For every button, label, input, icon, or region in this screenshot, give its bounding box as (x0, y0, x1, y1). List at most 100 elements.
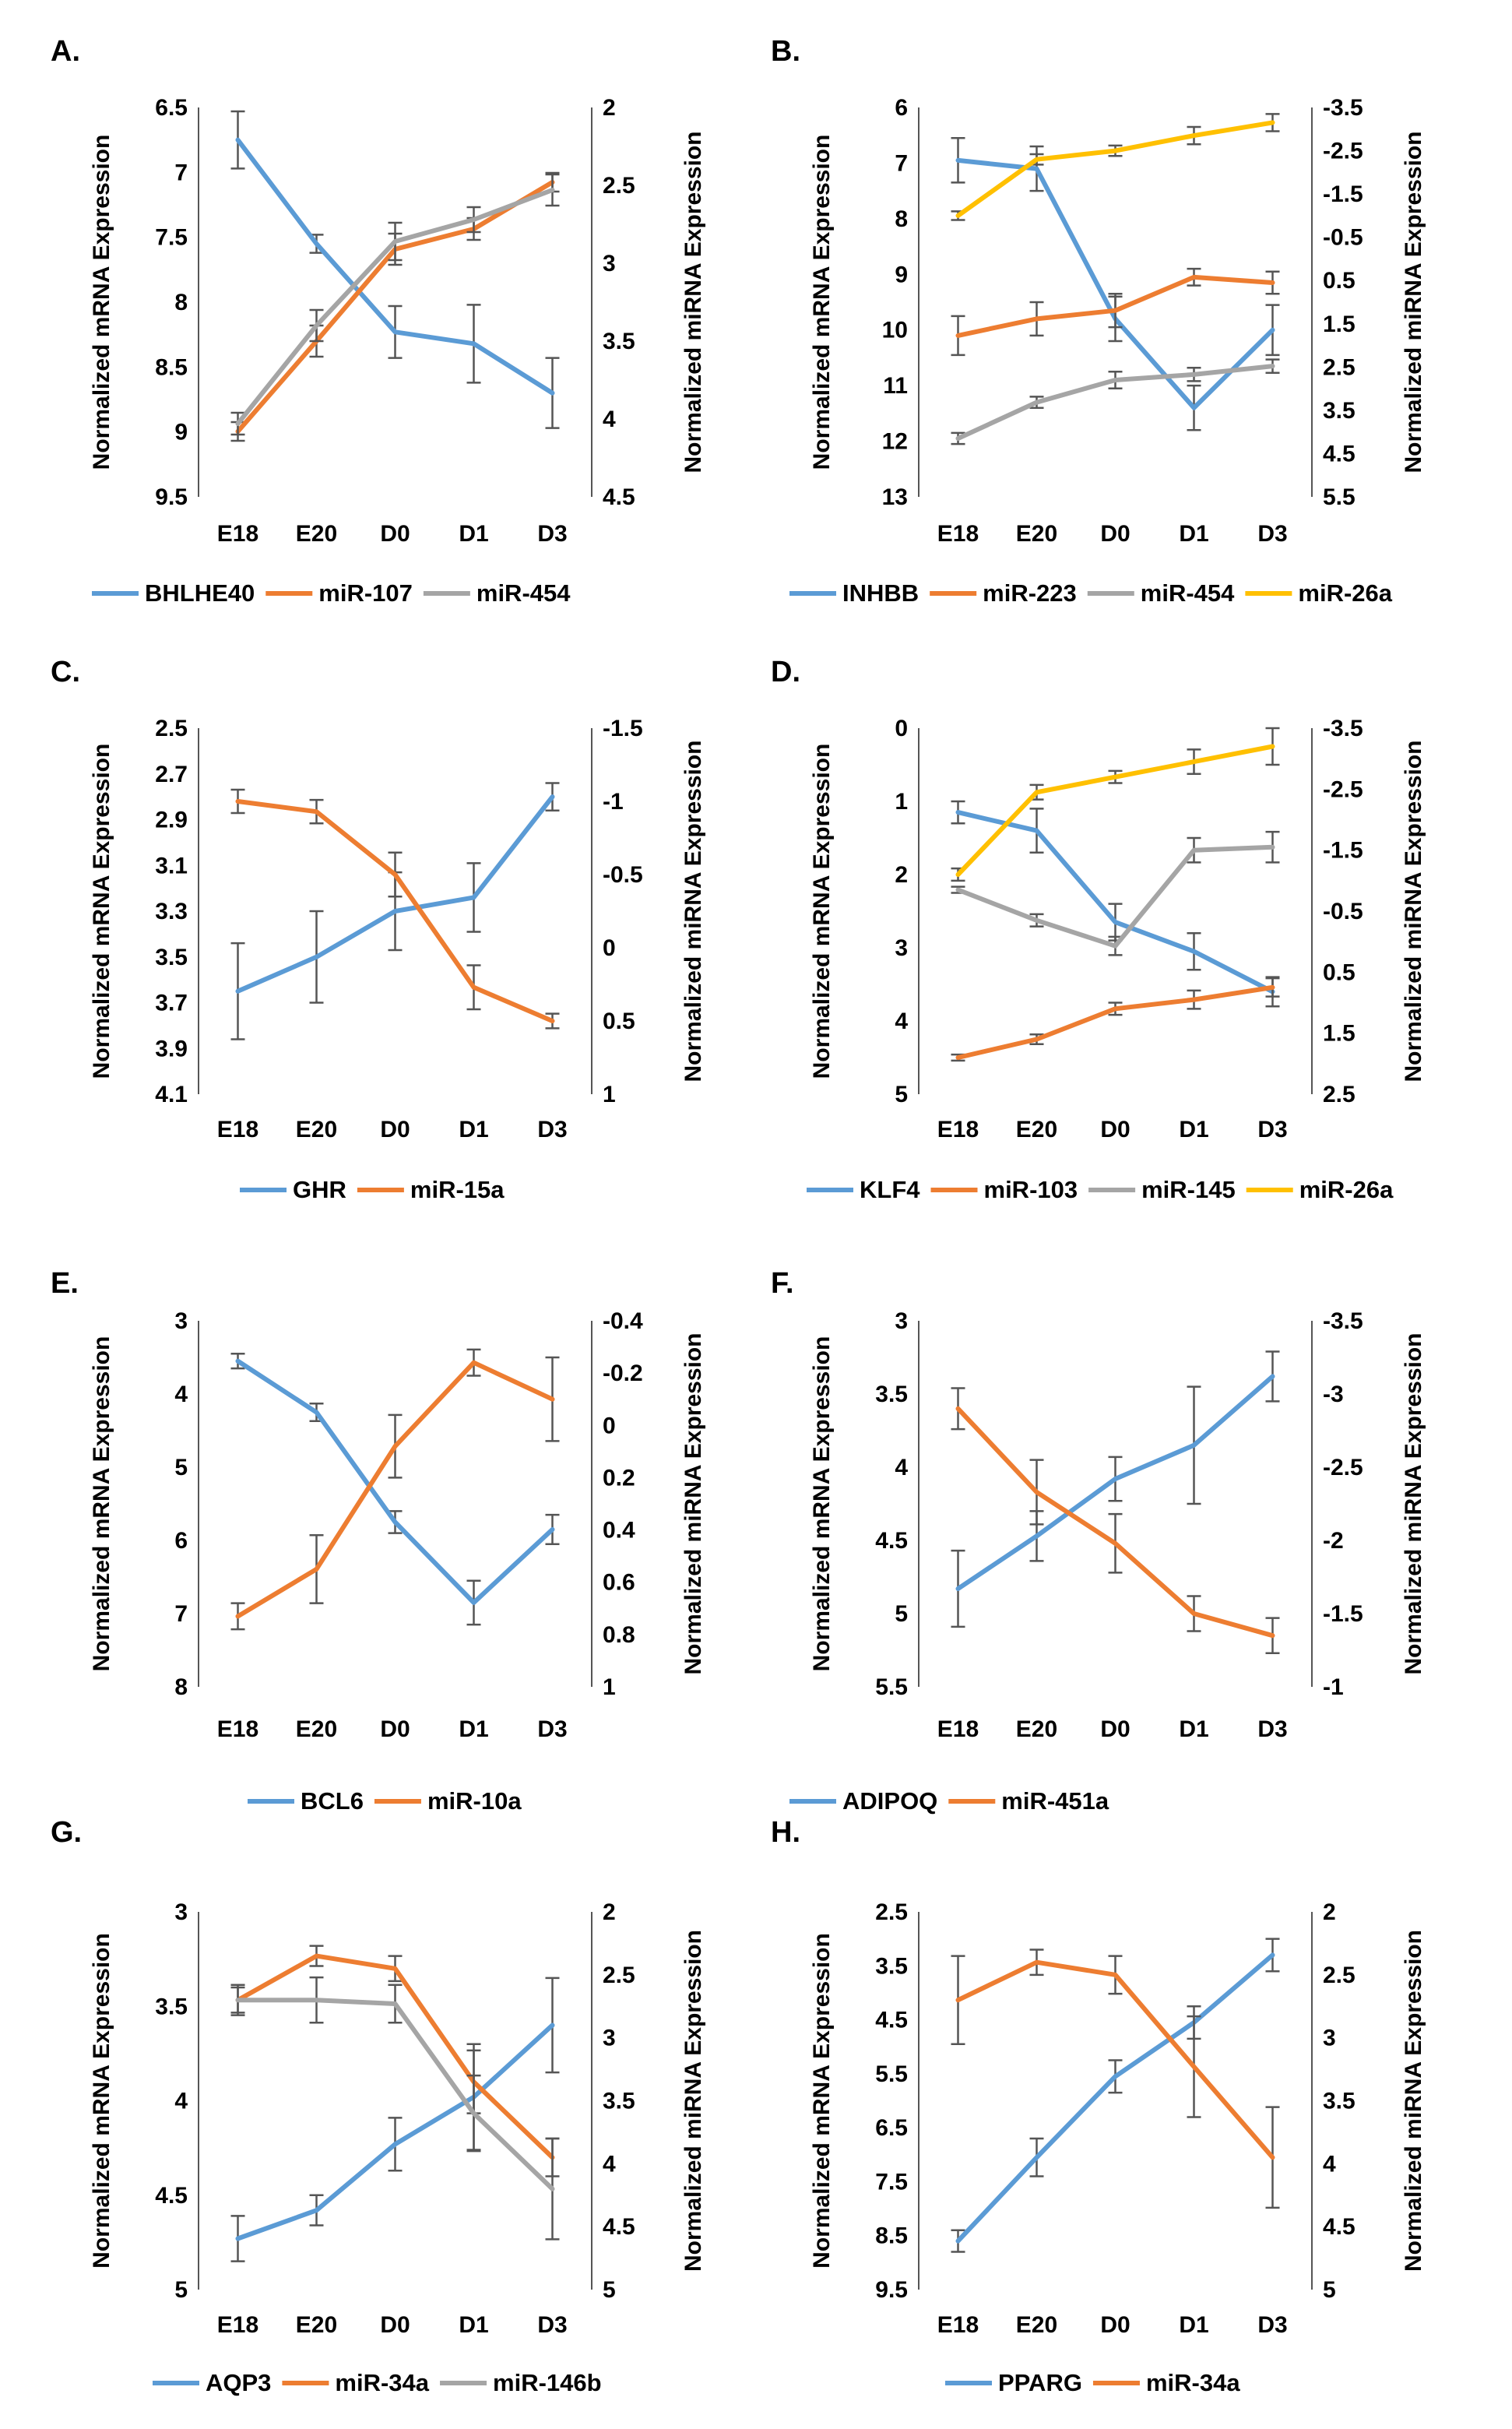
legend-label: miR-10a (427, 1787, 522, 1815)
legend-item: miR-454 (423, 579, 571, 607)
x-tick-label: D1 (1179, 521, 1208, 547)
y2-tick-label: -1 (603, 789, 624, 815)
x-tick-label: D0 (1100, 1716, 1130, 1742)
y2-tick-label: -2.5 (1323, 776, 1363, 802)
series-line-aqp3 (235, 2022, 555, 2241)
series-line-bcl6 (235, 1358, 555, 1605)
y2-tick-label: -1 (1323, 1674, 1344, 1700)
y2-tick-label: -0.5 (1323, 899, 1363, 924)
panel-label: F. (771, 1267, 794, 1300)
y2-tick-label: 4.5 (603, 484, 635, 510)
panel-g: G. 3 3.5 4 4.5 5 2 2.5 3 3.5 4 4.5 5 E18 E20 D0 D1 D3 Norm… (51, 1816, 706, 2396)
y2-tick-label: 3.5 (603, 329, 635, 354)
y2-tick-label: 2.5 (603, 1963, 635, 1988)
x-tick-label: D1 (459, 521, 488, 547)
x-tick-label: D1 (459, 1117, 488, 1142)
series-line-mir-454 (235, 188, 555, 426)
legend-item: miR-107 (265, 579, 413, 607)
x-tick-label: D0 (380, 1716, 410, 1742)
legend-label: ADIPOQ (842, 1787, 937, 1815)
y-tick-label: 3 (174, 1899, 188, 1925)
y-tick-label: 3.1 (155, 853, 188, 878)
y-tick-label: 0 (895, 716, 908, 741)
series-line-ghr (235, 794, 555, 994)
x-tick-label: D1 (1179, 1716, 1208, 1742)
legend: ADIPOQ miR-451a (789, 1787, 1109, 1815)
y2-tick-label: -1.5 (1323, 838, 1363, 864)
y2-axis-title: Normalized miRNA Expression (1401, 1333, 1426, 1675)
y-axis-title: Normalized mRNA Expression (89, 744, 114, 1079)
y2-tick-label: -0.5 (1323, 225, 1363, 251)
x-tick-label: D3 (1257, 521, 1287, 547)
y-axis-title: Normalized mRNA Expression (89, 135, 114, 470)
y2-tick-label: 3 (603, 2026, 616, 2051)
legend-item: PPARG (945, 2369, 1082, 2396)
x-tick-label: D1 (459, 2312, 488, 2338)
x-tick-label: D3 (1257, 1117, 1287, 1142)
x-tick-label: E20 (1016, 1716, 1057, 1742)
legend: GHR miR-15a (240, 1176, 505, 1203)
y2-tick-label: 4 (603, 407, 616, 432)
x-tick-label: D3 (537, 1117, 567, 1142)
y2-tick-label: 3.5 (1323, 2089, 1356, 2114)
series-line-mir-223 (955, 274, 1275, 338)
legend-label: PPARG (998, 2369, 1082, 2396)
y-tick-label: 9 (174, 420, 188, 445)
y-tick-label: 11 (883, 373, 908, 399)
series-line-mir-10a (235, 1360, 555, 1619)
x-tick-label: D0 (380, 1117, 410, 1142)
y2-tick-label: 3 (603, 251, 616, 276)
y2-tick-label: -3.5 (1323, 1308, 1363, 1334)
y2-tick-label: 4 (1323, 2151, 1336, 2177)
series-line-mir-15a (235, 799, 555, 1023)
y-axis-title: Normalized mRNA Expression (89, 1336, 114, 1672)
x-tick-label: E20 (296, 521, 337, 547)
y-tick-label: 3.9 (155, 1036, 188, 1061)
y-tick-label: 5 (174, 1455, 188, 1480)
y-tick-label: 5.5 (875, 2061, 908, 2087)
y2-tick-label: 4 (603, 2151, 616, 2177)
y2-axis-title: Normalized miRNA Expression (1401, 741, 1426, 1082)
x-tick-label: E20 (1016, 521, 1057, 547)
legend-item: ADIPOQ (789, 1787, 937, 1815)
x-tick-label: E18 (937, 1117, 979, 1142)
y2-tick-label: -3 (1323, 1382, 1344, 1407)
y-tick-label: 5.5 (875, 1674, 908, 1700)
x-tick-label: D0 (380, 2312, 410, 2338)
y-tick-label: 7 (174, 1601, 188, 1627)
y-tick-label: 6 (174, 1528, 188, 1554)
y2-tick-label: 1 (603, 1674, 616, 1700)
panel-f: F. 3 3.5 4 4.5 5 5.5 -3.5 -3 -2.5 -2 -1.5 -1 E18 E20 D0… (771, 1267, 1426, 1815)
legend-item: miR-146b (440, 2369, 602, 2396)
y2-tick-label: 1.5 (1323, 1021, 1356, 1047)
y-tick-label: 2.9 (155, 808, 188, 833)
y-tick-label: 9.5 (875, 2277, 908, 2303)
y-tick-label: 8 (174, 1674, 188, 1700)
x-tick-label: D3 (537, 521, 567, 547)
legend-item: miR-26a (1245, 579, 1393, 607)
legend-item: miR-10a (374, 1787, 522, 1815)
y2-tick-label: 2 (603, 1899, 616, 1925)
legend-label: miR-26a (1298, 579, 1392, 607)
y-tick-label: 9.5 (155, 484, 188, 510)
x-tick-label: E20 (296, 2312, 337, 2338)
y2-tick-label: -2.5 (1323, 139, 1363, 164)
y-axis-title: Normalized mRNA Expression (809, 744, 835, 1079)
legend-item: miR-103 (930, 1176, 1078, 1203)
legend-item: miR-451a (948, 1787, 1109, 1815)
panel-label: H. (771, 1816, 800, 1849)
y-tick-label: 7 (895, 150, 908, 176)
legend-item: miR-223 (930, 579, 1077, 607)
legend-item: GHR (240, 1176, 346, 1203)
x-tick-label: E18 (217, 1716, 258, 1742)
y2-tick-label: -1.5 (1323, 181, 1363, 207)
x-tick-label: E20 (296, 1716, 337, 1742)
y2-tick-label: 2 (1323, 1899, 1336, 1925)
x-tick-label: D3 (1257, 1716, 1287, 1742)
panel-label: C. (51, 656, 80, 688)
series-line-pparg (955, 1952, 1275, 2244)
y2-tick-label: -3.5 (1323, 95, 1363, 121)
y-tick-label: 4 (895, 1009, 908, 1034)
y-tick-label: 4.5 (155, 2183, 188, 2209)
